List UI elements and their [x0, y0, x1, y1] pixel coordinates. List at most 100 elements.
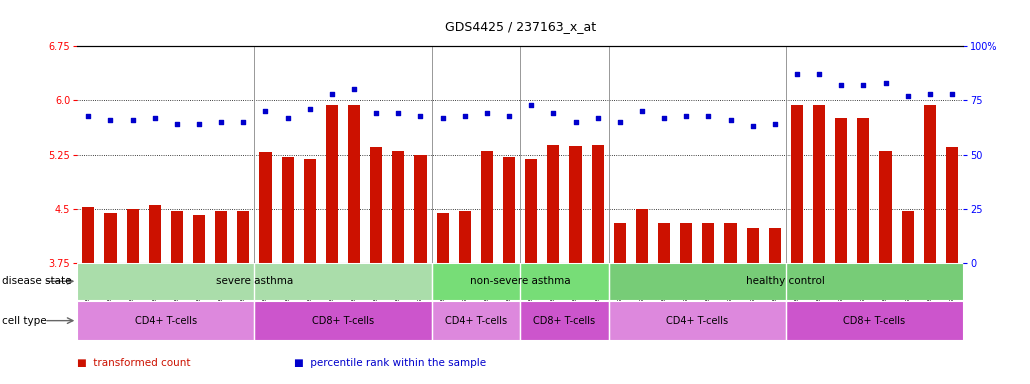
- Bar: [481, 151, 493, 263]
- Point: [258, 108, 274, 114]
- Point: [766, 121, 783, 127]
- Bar: [747, 228, 759, 263]
- Bar: [520, 301, 609, 340]
- Text: GDS4425 / 237163_x_at: GDS4425 / 237163_x_at: [445, 20, 595, 33]
- Bar: [237, 211, 249, 263]
- Bar: [432, 301, 520, 340]
- Bar: [325, 105, 338, 263]
- Bar: [414, 155, 426, 263]
- Bar: [437, 213, 449, 263]
- Bar: [104, 213, 116, 263]
- Bar: [432, 263, 609, 300]
- Bar: [193, 215, 205, 263]
- Point: [722, 117, 739, 123]
- Text: non-severe asthma: non-severe asthma: [470, 276, 571, 286]
- Point: [479, 110, 495, 116]
- Bar: [880, 151, 892, 263]
- Bar: [260, 152, 272, 263]
- Point: [368, 110, 384, 116]
- Text: severe asthma: severe asthma: [216, 276, 294, 286]
- Bar: [724, 223, 736, 263]
- Point: [435, 114, 451, 121]
- Point: [878, 80, 894, 86]
- Point: [102, 117, 118, 123]
- Point: [633, 108, 650, 114]
- Text: CD8+ T-cells: CD8+ T-cells: [534, 316, 595, 326]
- Bar: [609, 263, 963, 300]
- Point: [302, 106, 318, 112]
- Bar: [636, 209, 648, 263]
- Point: [612, 119, 628, 125]
- Bar: [924, 105, 936, 263]
- Bar: [835, 118, 848, 263]
- Bar: [127, 209, 139, 263]
- Point: [279, 114, 296, 121]
- Point: [656, 114, 673, 121]
- Point: [745, 123, 761, 129]
- Point: [833, 82, 850, 88]
- Bar: [786, 301, 963, 340]
- Text: CD4+ T-cells: CD4+ T-cells: [666, 316, 728, 326]
- Text: healthy control: healthy control: [747, 276, 825, 286]
- Bar: [304, 159, 316, 263]
- Bar: [570, 146, 582, 263]
- Point: [568, 119, 584, 125]
- Bar: [791, 105, 803, 263]
- Bar: [281, 157, 294, 263]
- Bar: [901, 211, 914, 263]
- Bar: [680, 223, 692, 263]
- Point: [412, 113, 428, 119]
- Point: [545, 110, 561, 116]
- Point: [80, 113, 97, 119]
- Bar: [658, 223, 671, 263]
- Bar: [525, 159, 538, 263]
- Bar: [77, 263, 432, 300]
- Text: CD4+ T-cells: CD4+ T-cells: [135, 316, 197, 326]
- Text: ■  transformed count: ■ transformed count: [77, 358, 191, 368]
- Point: [899, 93, 916, 99]
- Point: [700, 113, 717, 119]
- Point: [501, 113, 517, 119]
- Bar: [348, 105, 360, 263]
- Bar: [946, 147, 958, 263]
- Text: disease state: disease state: [2, 276, 71, 286]
- Bar: [171, 211, 183, 263]
- Text: CD8+ T-cells: CD8+ T-cells: [312, 316, 374, 326]
- Bar: [768, 228, 781, 263]
- Text: ■  percentile rank within the sample: ■ percentile rank within the sample: [294, 358, 486, 368]
- Point: [943, 91, 960, 97]
- Bar: [392, 151, 405, 263]
- Point: [125, 117, 141, 123]
- Point: [146, 114, 163, 121]
- Bar: [458, 211, 471, 263]
- Bar: [503, 157, 515, 263]
- Point: [922, 91, 938, 97]
- Bar: [148, 205, 161, 263]
- Point: [855, 82, 871, 88]
- Bar: [591, 145, 604, 263]
- Point: [789, 71, 805, 77]
- Point: [811, 71, 827, 77]
- Point: [191, 121, 207, 127]
- Point: [213, 119, 230, 125]
- Bar: [857, 118, 869, 263]
- Bar: [609, 301, 786, 340]
- Text: CD8+ T-cells: CD8+ T-cells: [844, 316, 905, 326]
- Bar: [547, 145, 559, 263]
- Bar: [370, 147, 382, 263]
- Bar: [813, 105, 825, 263]
- Point: [323, 91, 340, 97]
- Point: [169, 121, 185, 127]
- Bar: [82, 207, 95, 263]
- Point: [589, 114, 606, 121]
- Bar: [77, 301, 254, 340]
- Point: [523, 102, 540, 108]
- Text: cell type: cell type: [2, 316, 46, 326]
- Point: [346, 86, 363, 93]
- Bar: [614, 223, 626, 263]
- Bar: [254, 301, 432, 340]
- Point: [390, 110, 407, 116]
- Point: [235, 119, 251, 125]
- Point: [456, 113, 473, 119]
- Bar: [702, 223, 715, 263]
